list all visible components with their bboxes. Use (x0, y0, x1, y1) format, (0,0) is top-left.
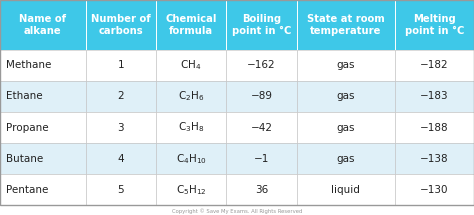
Text: $\mathregular{C_2H_6}$: $\mathregular{C_2H_6}$ (178, 89, 204, 103)
Bar (86, 112, 156, 143)
Text: Name of
alkane: Name of alkane (19, 14, 66, 36)
Bar (297, 50, 395, 81)
Bar (156, 81, 226, 112)
Text: Melting
point in °C: Melting point in °C (405, 14, 464, 36)
Bar (86, 81, 156, 112)
Bar (297, 174, 395, 205)
Bar (226, 143, 297, 174)
Bar (86, 143, 156, 174)
Bar (297, 112, 395, 143)
Text: −183: −183 (420, 91, 449, 101)
Text: −89: −89 (250, 91, 273, 101)
Text: 1: 1 (118, 60, 124, 70)
Bar (0, 174, 86, 205)
Text: −162: −162 (247, 60, 276, 70)
Bar (226, 0, 297, 50)
Text: −182: −182 (420, 60, 449, 70)
Bar (395, 112, 474, 143)
Text: $\mathregular{C_5H_{12}}$: $\mathregular{C_5H_{12}}$ (176, 183, 207, 197)
Text: gas: gas (337, 91, 355, 101)
Bar (86, 0, 156, 50)
Text: Ethane: Ethane (6, 91, 42, 101)
Text: 4: 4 (118, 154, 124, 164)
Bar (395, 174, 474, 205)
Bar (156, 112, 226, 143)
Text: $\mathregular{CH_4}$: $\mathregular{CH_4}$ (181, 58, 202, 72)
Bar (226, 112, 297, 143)
Bar (226, 81, 297, 112)
Bar (156, 174, 226, 205)
Bar (297, 143, 395, 174)
Bar (156, 50, 226, 81)
Text: State at room
temperature: State at room temperature (307, 14, 385, 36)
Text: −130: −130 (420, 185, 449, 195)
Bar (395, 0, 474, 50)
Bar (297, 81, 395, 112)
Text: 36: 36 (255, 185, 268, 195)
Text: liquid: liquid (331, 185, 360, 195)
Text: Propane: Propane (6, 123, 48, 133)
Bar (395, 81, 474, 112)
Bar (156, 0, 226, 50)
Bar (226, 50, 297, 81)
Bar (395, 50, 474, 81)
Text: Chemical
formula: Chemical formula (165, 14, 217, 36)
Text: gas: gas (337, 60, 355, 70)
Bar (297, 0, 395, 50)
Bar (0, 50, 86, 81)
Bar (226, 174, 297, 205)
Text: Butane: Butane (6, 154, 43, 164)
Text: $\mathregular{C_4H_{10}}$: $\mathregular{C_4H_{10}}$ (176, 152, 207, 166)
Bar (86, 174, 156, 205)
Text: Boiling
point in °C: Boiling point in °C (232, 14, 291, 36)
Text: gas: gas (337, 123, 355, 133)
Text: 3: 3 (118, 123, 124, 133)
Bar (0, 0, 86, 50)
Text: Number of
carbons: Number of carbons (91, 14, 151, 36)
Bar (86, 50, 156, 81)
Text: −138: −138 (420, 154, 449, 164)
Bar (156, 143, 226, 174)
Text: −1: −1 (254, 154, 269, 164)
Text: 5: 5 (118, 185, 124, 195)
Text: Pentane: Pentane (6, 185, 48, 195)
Bar (395, 143, 474, 174)
Text: Copyright © Save My Exams. All Rights Reserved: Copyright © Save My Exams. All Rights Re… (172, 208, 302, 214)
Text: 2: 2 (118, 91, 124, 101)
Text: $\mathregular{C_3H_8}$: $\mathregular{C_3H_8}$ (178, 121, 204, 134)
Text: gas: gas (337, 154, 355, 164)
Text: Methane: Methane (6, 60, 51, 70)
Text: −188: −188 (420, 123, 449, 133)
Bar (0, 112, 86, 143)
Bar (0, 143, 86, 174)
Bar (0, 81, 86, 112)
Text: −42: −42 (250, 123, 273, 133)
